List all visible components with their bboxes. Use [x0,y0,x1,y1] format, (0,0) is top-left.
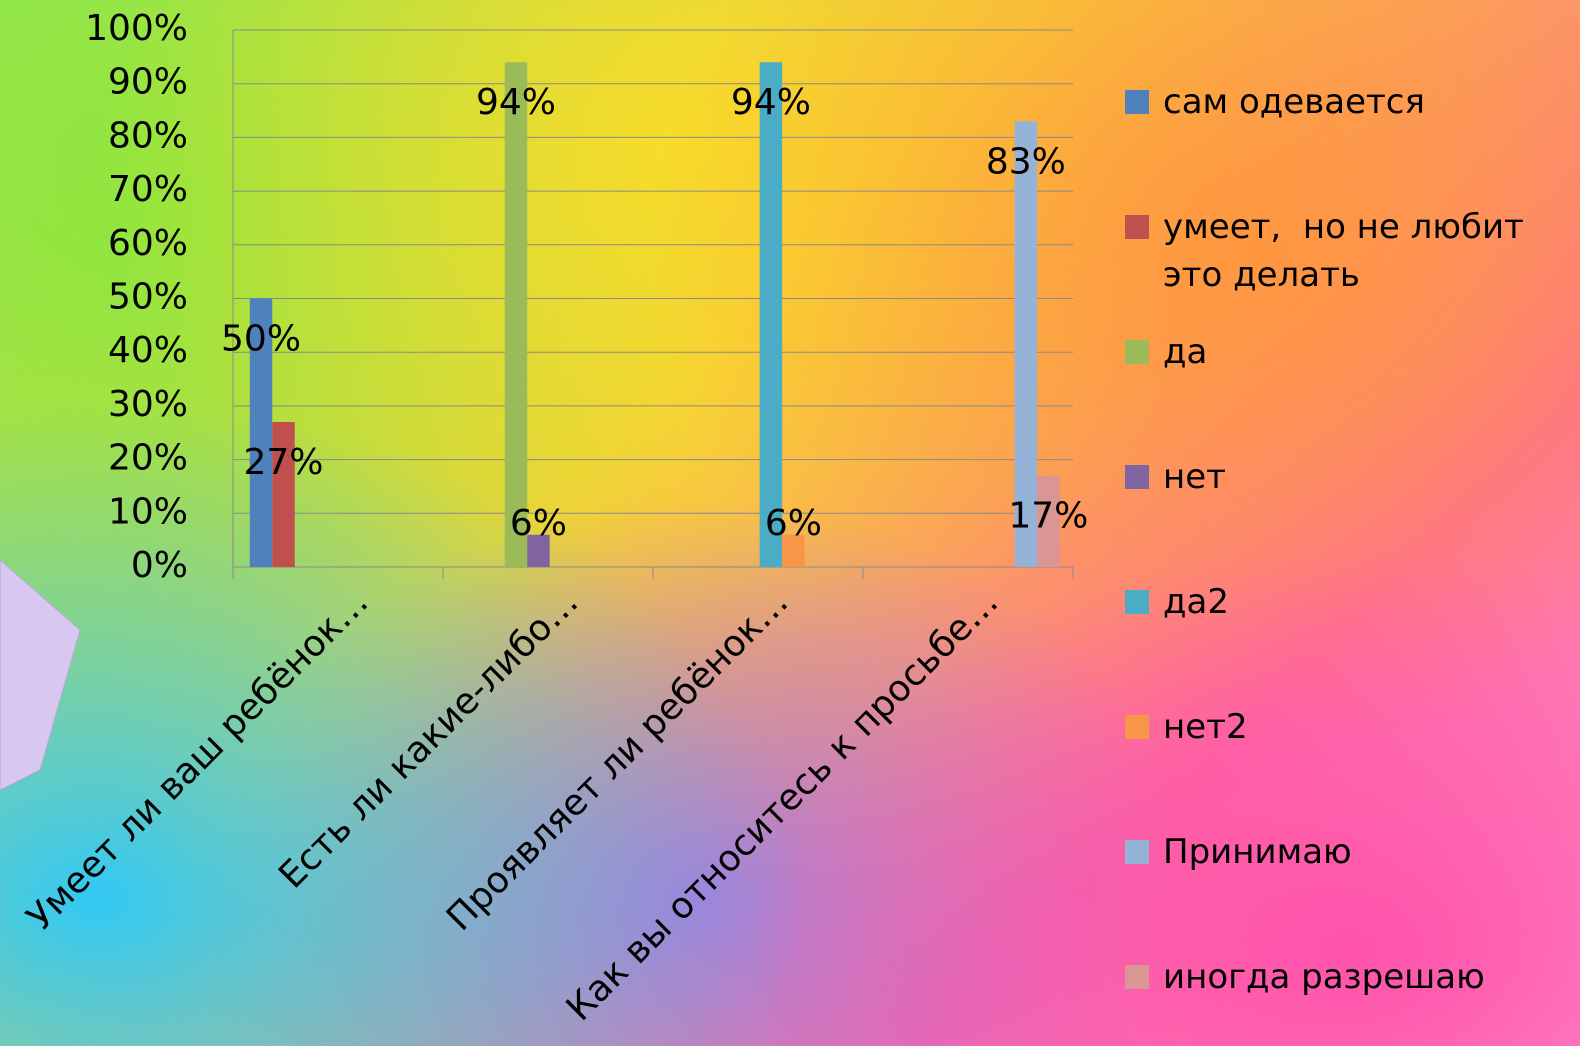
legend-swatch [1125,965,1149,989]
legend-swatch [1125,340,1149,364]
y-tick-label: 100% [85,8,188,49]
legend-swatch [1125,590,1149,614]
y-tick-label: 20% [108,438,188,479]
legend-swatch [1125,465,1149,489]
bar [249,298,273,567]
bar [1037,475,1060,567]
bar [782,534,805,567]
data-label: 6% [510,503,567,544]
y-tick-label: 60% [108,223,188,264]
data-label: 94% [476,82,556,123]
legend-label: нет2 [1163,707,1248,747]
legend-label: Принимаю [1163,832,1352,872]
data-label: 17% [1008,496,1088,537]
x-tick-label: Проявляет ли ребёнок… [439,581,796,938]
legend-label: иногда разрешаю [1163,957,1485,997]
data-label: 83% [986,141,1066,182]
bar [759,62,783,567]
y-tick-label: 40% [108,330,188,371]
x-tick-label: Как вы относитесь к просьбе… [559,581,1007,1029]
y-tick-label: 90% [108,62,188,103]
data-label: 50% [221,319,301,360]
bar [272,422,295,567]
legend-swatch [1125,715,1149,739]
legend-label: нет [1163,457,1226,497]
y-tick-label: 30% [108,384,188,425]
bar [527,534,550,567]
legend-label: сам одевается [1163,82,1425,122]
legend-swatch [1125,90,1149,114]
legend-swatch [1125,840,1149,864]
data-label: 94% [731,82,811,123]
bar [504,62,528,567]
data-label: 27% [243,442,323,483]
legend-label: да2 [1163,582,1229,622]
bar [1014,121,1038,567]
legend-swatch [1125,215,1149,239]
y-tick-label: 80% [108,115,188,156]
legend-label: умеет, но не любит это делать [1163,207,1535,295]
decor [0,559,81,791]
y-tick-label: 70% [108,169,188,210]
legend-label: да [1163,332,1208,372]
y-tick-label: 50% [108,277,188,318]
y-tick-label: 10% [108,491,188,532]
y-tick-label: 0% [131,545,188,586]
data-label: 6% [765,503,822,544]
